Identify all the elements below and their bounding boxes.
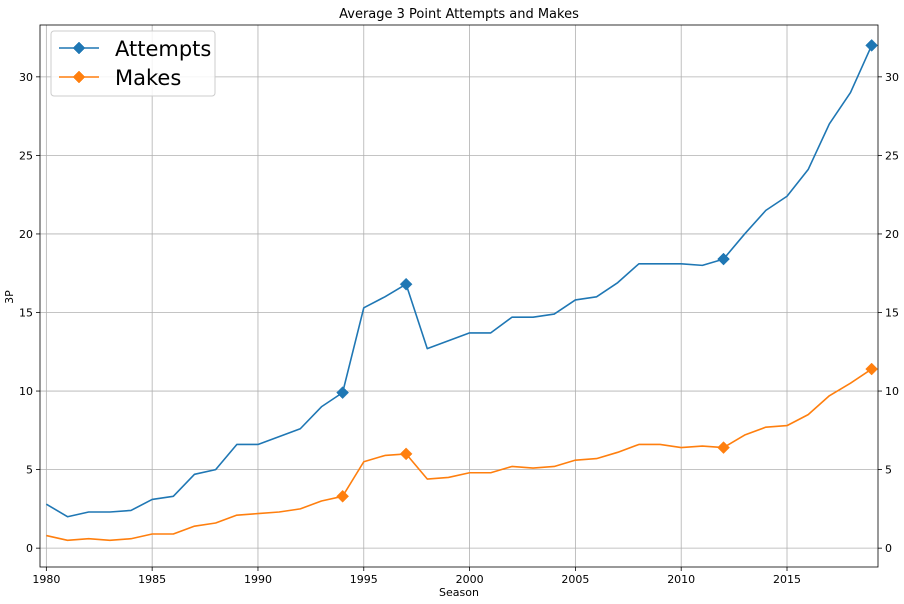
makes-marker [865, 362, 879, 376]
y-tick-label-right: 10 [885, 385, 899, 398]
y-tick-label-right: 25 [885, 149, 899, 162]
legend: Attempts Makes [50, 30, 216, 97]
series-layer [45, 39, 879, 542]
y-tick-label-right: 5 [885, 464, 892, 477]
y-tick-label-left: 30 [19, 71, 33, 84]
x-tick-label: 2005 [561, 573, 589, 586]
y-tick-label-left: 15 [19, 306, 33, 319]
x-tick-label: 2000 [456, 573, 484, 586]
y-tick-label-left: 25 [19, 149, 33, 162]
legend-entry-makes: Makes [59, 66, 181, 90]
y-tick-label-right: 0 [885, 542, 892, 555]
makes-marker [336, 489, 349, 503]
legend-label: Attempts [115, 37, 211, 61]
x-axis-title: Season [439, 586, 479, 599]
plot-frame [39, 24, 879, 568]
makes-line [46, 368, 873, 542]
chart-title: Average 3 Point Attempts and Makes [339, 7, 579, 22]
y-tick-label-right: 30 [885, 71, 899, 84]
grid-lines [40, 25, 878, 567]
attempts-marker [865, 39, 879, 52]
series-makes [46, 362, 879, 542]
legend-swatch-marker [72, 70, 86, 84]
attempts-marker [336, 386, 349, 399]
series-attempts [45, 39, 879, 518]
y-tick-label-right: 20 [885, 228, 899, 241]
y-tick-label-right: 15 [885, 306, 899, 319]
legend-label: Makes [115, 66, 181, 90]
x-tick-label: 1985 [138, 573, 166, 586]
y-tick-label-left: 20 [19, 228, 33, 241]
y-tick-label-left: 10 [19, 385, 33, 398]
legend-swatch-marker [72, 41, 86, 55]
x-tick-label: 1980 [32, 573, 60, 586]
x-tick-label: 2010 [667, 573, 695, 586]
makes-marker [717, 441, 730, 454]
x-tick-label: 1990 [244, 573, 272, 586]
x-tick-label: 1995 [350, 573, 378, 586]
y-axis-title: 3P [3, 290, 16, 304]
legend-entry-attempts: Attempts [59, 37, 211, 61]
attempts-marker [399, 277, 413, 291]
x-tick-label: 2015 [773, 573, 801, 586]
attempts-marker [717, 252, 730, 266]
makes-marker [399, 447, 413, 461]
y-tick-label-left: 0 [26, 542, 33, 555]
attempts-line [45, 45, 873, 518]
y-tick-label-left: 5 [26, 464, 33, 477]
